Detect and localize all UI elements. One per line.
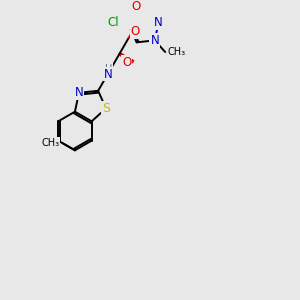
- Text: N: N: [154, 16, 163, 29]
- Text: O: O: [122, 56, 131, 69]
- Text: N: N: [75, 86, 83, 99]
- Text: N: N: [150, 34, 159, 47]
- Text: O: O: [131, 25, 140, 38]
- Text: S: S: [102, 102, 110, 115]
- Text: N: N: [104, 68, 113, 80]
- Text: O: O: [131, 0, 140, 13]
- Text: CH₃: CH₃: [167, 47, 185, 57]
- Text: H: H: [105, 64, 112, 74]
- Text: CH₃: CH₃: [42, 138, 60, 148]
- Text: Cl: Cl: [107, 16, 119, 29]
